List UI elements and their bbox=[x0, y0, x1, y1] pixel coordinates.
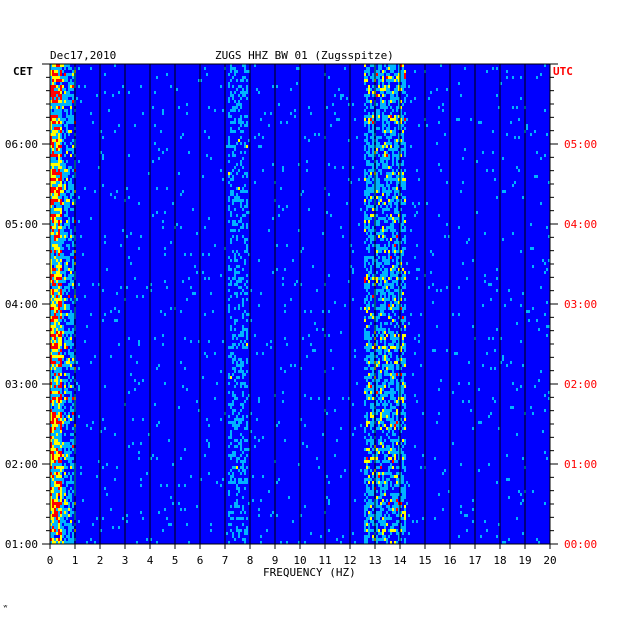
station-title: ZUGS HHZ BW 01 (Zugsspitze) bbox=[215, 49, 394, 62]
cet-time-axis: 06:00 05:00 04:00 03:00 02:00 01:00 bbox=[5, 64, 50, 551]
cet-axis-label: CET bbox=[13, 65, 33, 78]
cet-tick-label: 06:00 bbox=[5, 138, 38, 151]
utc-tick-label: 03:00 bbox=[564, 298, 597, 311]
utc-tick-label: 00:00 bbox=[564, 538, 597, 551]
x-tick-label: 8 bbox=[247, 554, 254, 567]
utc-tick-label: 02:00 bbox=[564, 378, 597, 391]
corner-mark-icon: ʷ bbox=[3, 603, 8, 612]
x-tick-label: 3 bbox=[122, 554, 129, 567]
x-tick-label: 1 bbox=[72, 554, 79, 567]
x-tick-label: 6 bbox=[197, 554, 204, 567]
x-axis-label: FREQUENCY (HZ) bbox=[263, 566, 356, 579]
utc-tick-label: 05:00 bbox=[564, 138, 597, 151]
x-axis: 0 1 2 3 4 5 6 7 8 9 10 11 12 13 14 15 16 17 18 19 20 bbox=[47, 544, 557, 567]
x-tick-label: 17 bbox=[468, 554, 481, 567]
utc-tick-label: 04:00 bbox=[564, 218, 597, 231]
x-tick-label: 19 bbox=[518, 554, 531, 567]
cet-tick-label: 02:00 bbox=[5, 458, 38, 471]
x-tick-label: 4 bbox=[147, 554, 154, 567]
cet-tick-label: 05:00 bbox=[5, 218, 38, 231]
date-label: Dec17,2010 bbox=[50, 49, 116, 62]
x-tick-label: 16 bbox=[443, 554, 456, 567]
x-tick-label: 2 bbox=[97, 554, 104, 567]
utc-time-axis: 05:00 04:00 03:00 02:00 01:00 00:00 bbox=[550, 64, 597, 551]
cet-tick-label: 04:00 bbox=[5, 298, 38, 311]
x-tick-label: 0 bbox=[47, 554, 54, 567]
x-tick-label: 20 bbox=[543, 554, 556, 567]
utc-axis-label: UTC bbox=[553, 65, 573, 78]
cet-tick-label: 03:00 bbox=[5, 378, 38, 391]
x-tick-label: 5 bbox=[172, 554, 179, 567]
x-tick-label: 14 bbox=[393, 554, 407, 567]
cet-tick-label: 01:00 bbox=[5, 538, 38, 551]
utc-tick-label: 01:00 bbox=[564, 458, 597, 471]
x-tick-label: 15 bbox=[418, 554, 431, 567]
x-tick-label: 13 bbox=[368, 554, 381, 567]
x-tick-label: 7 bbox=[222, 554, 229, 567]
x-tick-label: 18 bbox=[493, 554, 506, 567]
